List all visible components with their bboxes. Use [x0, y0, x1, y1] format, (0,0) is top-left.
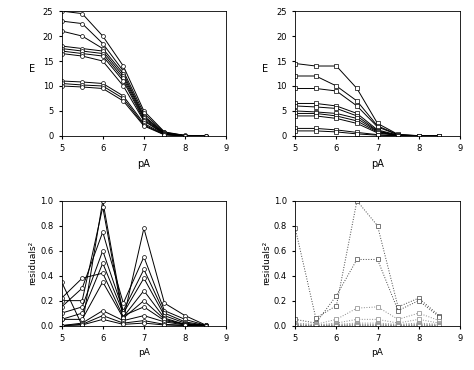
Y-axis label: residuals²: residuals² [262, 241, 271, 285]
X-axis label: pA: pA [138, 349, 150, 357]
X-axis label: pA: pA [137, 159, 150, 169]
Y-axis label: E: E [28, 64, 35, 74]
Y-axis label: E: E [262, 64, 268, 74]
Y-axis label: residuals²: residuals² [28, 241, 37, 285]
X-axis label: pA: pA [372, 349, 383, 357]
X-axis label: pA: pA [371, 159, 384, 169]
